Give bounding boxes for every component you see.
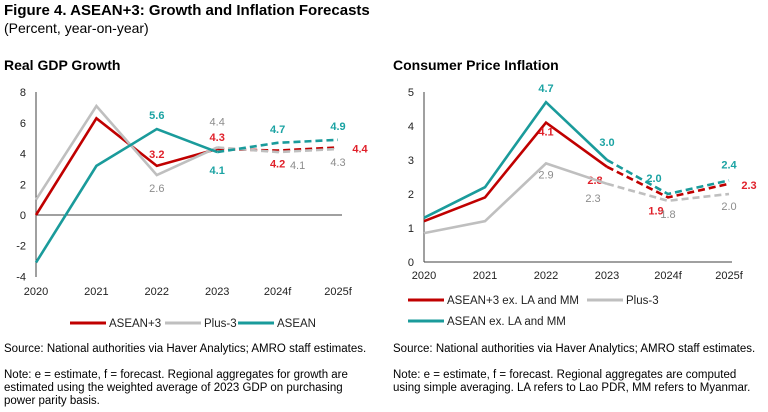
data-label: 2.9	[538, 169, 553, 181]
series-line-asean-3	[34, 116, 218, 216]
data-label: 1.8	[660, 209, 675, 221]
legend-label: ASEAN ex. LA and MM	[447, 316, 566, 328]
y-tick-label: 0	[20, 210, 26, 222]
x-tick-label: 2022	[145, 286, 169, 298]
x-tick-label: 2020	[24, 286, 48, 298]
data-label: 2.4	[721, 159, 737, 171]
gdp-note: Note: e = estimate, f = forecast. Region…	[4, 369, 348, 407]
x-tick-label: 2025f	[324, 286, 352, 298]
data-label: 3.0	[599, 137, 614, 149]
y-tick-label: 3	[408, 155, 414, 167]
data-label: 2.0	[721, 201, 736, 213]
x-tick-label: 2024f	[654, 270, 682, 282]
y-tick-label: 0	[408, 257, 414, 269]
figure-title: Figure 4. ASEAN+3: Growth and Inflation …	[4, 2, 370, 19]
y-tick-label: -2	[16, 241, 26, 253]
legend-label: Plus-3	[626, 295, 659, 307]
data-label: 4.1	[210, 165, 225, 177]
y-tick-label: 4	[20, 149, 26, 161]
cpi-note: Note: e = estimate, f = forecast. Region…	[393, 369, 751, 394]
cpi-source: Source: National authorities via Haver A…	[393, 343, 756, 355]
x-tick-label: 2021	[473, 270, 497, 282]
legend-label: ASEAN	[277, 318, 316, 330]
series-forecast-line-asean-ex-la-and-mm	[606, 158, 730, 196]
series-line-plus-3	[34, 103, 218, 201]
data-label: 3.2	[149, 149, 164, 161]
gdp-chart-title: Real GDP Growth	[4, 57, 121, 73]
data-label: 4.2	[270, 159, 285, 171]
series-forecast-line-asean	[217, 138, 339, 154]
y-tick-label: 1	[408, 223, 414, 235]
y-tick-label: 2	[408, 189, 414, 201]
series-forecast-line-plus-3	[217, 146, 339, 154]
legend-label: Plus-3	[204, 318, 237, 330]
gdp-source: Source: National authorities via Haver A…	[4, 343, 367, 355]
series-forecast-line-plus-3	[606, 182, 730, 203]
data-label: 2.6	[149, 183, 164, 195]
data-label: 4.1	[290, 160, 305, 172]
series-line-plus-3	[423, 161, 608, 235]
x-tick-label: 2021	[84, 286, 108, 298]
y-tick-label: 8	[20, 87, 26, 99]
x-tick-label: 2023	[205, 286, 229, 298]
data-label: 1.9	[648, 205, 663, 217]
data-label: 4.3	[330, 157, 345, 169]
legend-label: ASEAN+3 ex. LA and MM	[447, 295, 579, 307]
series-forecast-line-asean-3-ex-la-and-mm	[606, 165, 730, 199]
series-line-asean-3-ex-la-and-mm	[423, 120, 608, 223]
x-tick-label: 2025f	[715, 270, 743, 282]
x-tick-label: 2022	[534, 270, 558, 282]
data-label: 4.9	[330, 121, 345, 133]
x-tick-label: 2024f	[264, 286, 292, 298]
data-label: 2.3	[585, 193, 600, 205]
y-tick-label: 5	[408, 87, 414, 99]
y-tick-label: 4	[408, 121, 414, 133]
data-label: 4.7	[270, 124, 285, 136]
series-line-asean-ex-la-and-mm	[423, 100, 608, 219]
data-label: 4.3	[210, 132, 225, 144]
y-tick-label: 2	[20, 179, 26, 191]
data-label: 4.7	[538, 83, 553, 95]
x-tick-label: 2020	[412, 270, 436, 282]
data-label: 4.4	[352, 143, 368, 155]
x-tick-label: 2023	[595, 270, 619, 282]
data-label: 2.0	[646, 173, 661, 185]
data-label: 2.3	[741, 180, 756, 192]
series-line-asean	[34, 127, 218, 264]
y-tick-label: 6	[20, 118, 26, 130]
data-label: 4.1	[538, 127, 553, 139]
data-label: 5.6	[149, 110, 164, 122]
series-forecast-line-asean-3	[217, 146, 339, 152]
y-tick-label: -4	[16, 271, 26, 283]
data-label: 4.4	[210, 116, 225, 128]
cpi-chart-title: Consumer Price Inflation	[393, 57, 559, 73]
legend-label: ASEAN+3	[109, 318, 161, 330]
figure-subtitle: (Percent, year-on-year)	[4, 20, 149, 36]
